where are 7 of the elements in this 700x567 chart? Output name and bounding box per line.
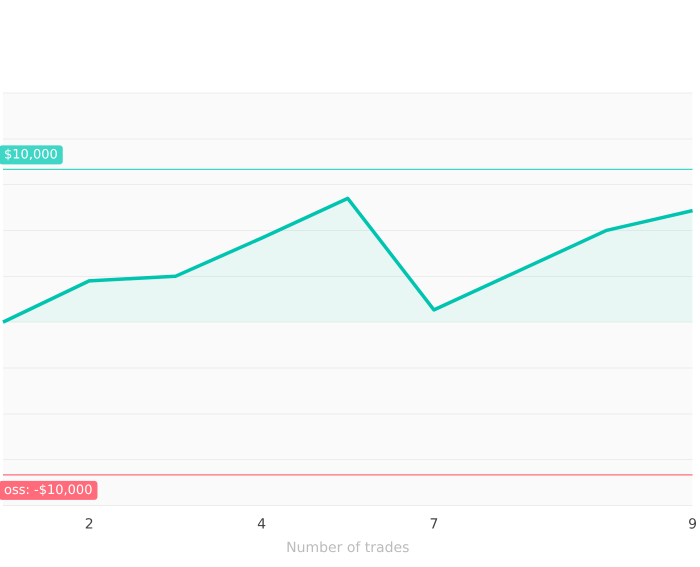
- ref-line-label: oss: -$10,000: [4, 483, 92, 498]
- x-tick-label: 4: [257, 516, 266, 532]
- x-axis-title: Number of trades: [286, 540, 410, 556]
- x-tick-label: 2: [84, 516, 94, 532]
- x-tick-label: 7: [430, 516, 438, 532]
- ref-line-label: $10,000: [4, 148, 58, 163]
- x-tick-label: 9: [688, 516, 698, 532]
